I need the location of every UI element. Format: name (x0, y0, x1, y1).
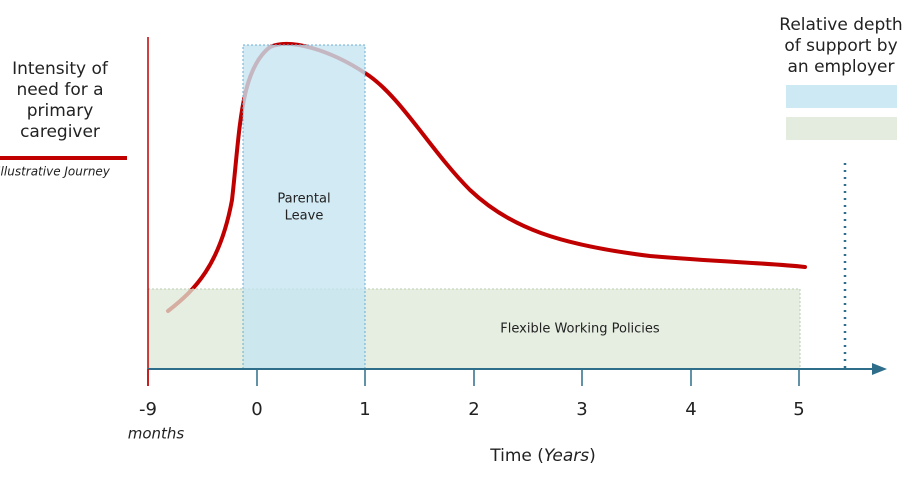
support-title-line: Relative depth (779, 15, 902, 35)
y-axis-label-line: primary (27, 101, 94, 121)
months-label: months (128, 425, 185, 443)
parental-leave-label-line: Leave (285, 209, 324, 224)
x-tick-label: 2 (468, 399, 479, 420)
x-tick-label: 4 (685, 399, 696, 420)
y-axis-label-line: caregiver (20, 122, 100, 142)
support-title-line: of support by (784, 36, 897, 56)
x-tick-label: 3 (576, 399, 587, 420)
x-tick-label: 1 (359, 399, 370, 420)
parental-leave-label-line: Parental (277, 192, 330, 207)
x-tick-label: 5 (793, 399, 804, 420)
x-axis-title: Time (Years) (489, 446, 596, 466)
flexible-working-label: Flexible Working Policies (500, 322, 660, 337)
legend-support-blue (786, 85, 897, 108)
support-title-line: an employer (787, 57, 894, 77)
x-tick-label: 0 (251, 399, 262, 420)
journey-curve (166, 42, 807, 313)
x-tick-label: -9 (139, 399, 157, 420)
legend-support-green (786, 117, 897, 140)
y-axis-label-line: Intensity of (12, 59, 109, 79)
parental-leave-box (242, 44, 366, 370)
y-axis-label-line: need for a (16, 80, 103, 100)
legend-line-label: Illustrative Journey (0, 165, 111, 179)
x-axis-arrow (872, 363, 887, 375)
